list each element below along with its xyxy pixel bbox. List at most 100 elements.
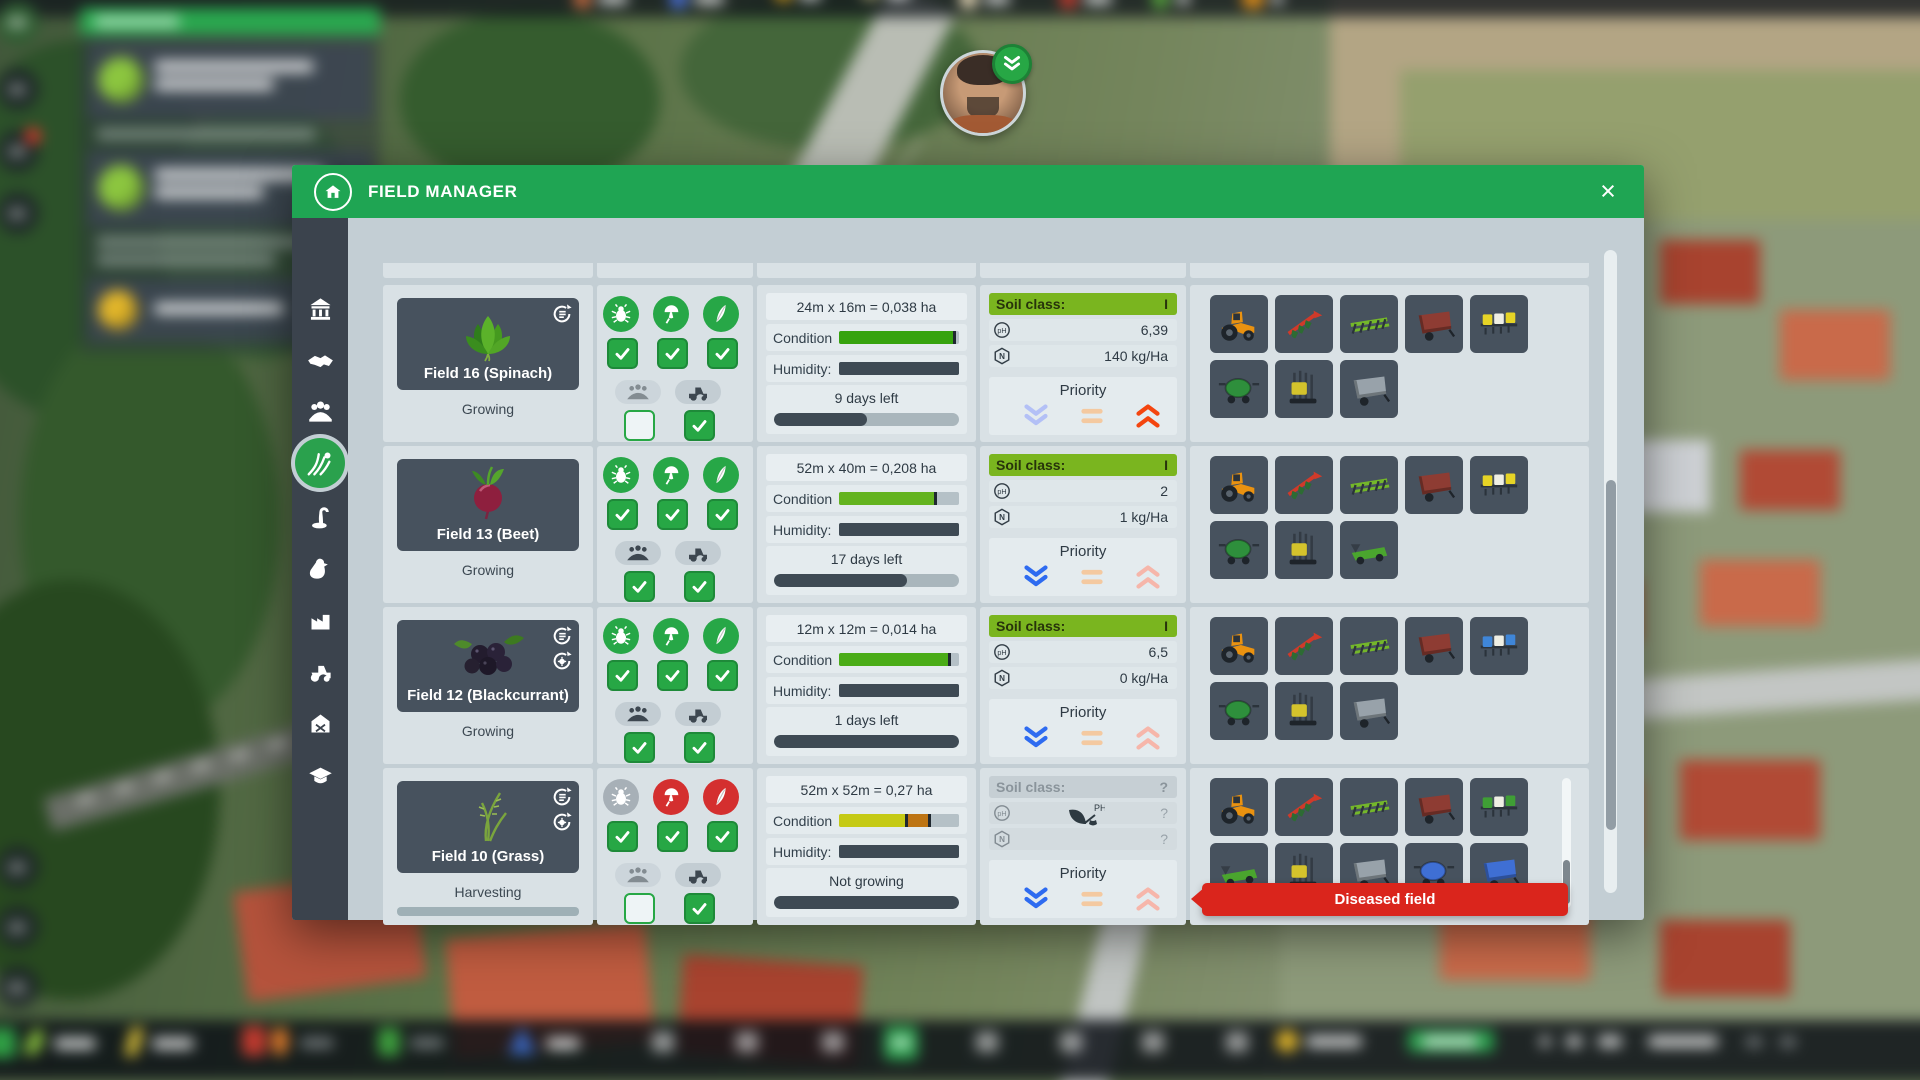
sidebar-item-animals[interactable] [292,546,348,590]
pest-checkbox[interactable] [607,660,638,691]
toolbar-button-active[interactable] [884,1026,918,1060]
sidebar-item-contracts[interactable] [292,339,348,383]
sidebar-item-plants[interactable] [292,494,348,538]
scrollbar-thumb[interactable] [1605,480,1616,830]
priority-high-button[interactable] [1133,725,1163,751]
dialog-scrollbar[interactable] [1604,250,1617,893]
machines-checkbox[interactable] [684,571,715,602]
field-card[interactable]: Field 10 (Grass) Harvesting [383,768,593,925]
machines-checkbox[interactable] [684,893,715,924]
sidebar-item-bank[interactable] [292,286,348,330]
toolbar-button[interactable] [1060,1032,1082,1052]
fungus-checkbox[interactable] [657,338,688,369]
hud-button[interactable] [0,68,39,110]
machine-tile-trailer[interactable] [1405,617,1463,675]
sidebar-item-fields-active[interactable] [295,438,345,488]
machine-tile-forklift[interactable] [1275,682,1333,740]
machines-checkbox[interactable] [684,732,715,763]
hud-button[interactable] [0,906,39,948]
weed-checkbox[interactable] [707,338,738,369]
sidebar-item-farm[interactable] [292,701,348,745]
priority-low-button[interactable] [1021,886,1051,912]
machine-tile-tractor[interactable] [1210,778,1268,836]
sidebar-item-production[interactable] [292,598,348,642]
sidebar-item-training[interactable] [292,753,348,797]
machine-tile-trailer[interactable] [1405,295,1463,353]
weed-checkbox[interactable] [707,821,738,852]
hud-button[interactable] [0,966,39,1008]
machine-grid-scrollbar[interactable] [1562,778,1571,908]
toolbar-button[interactable] [822,1032,844,1052]
player-avatar[interactable] [940,50,1026,136]
machine-tile-plow[interactable] [1275,617,1333,675]
priority-low-button[interactable] [1021,725,1051,751]
avatar-level-badge[interactable] [992,44,1032,84]
priority-high-button[interactable] [1133,886,1163,912]
machine-tile-forklift[interactable] [1275,360,1333,418]
field-card[interactable]: Field 13 (Beet) Growing [383,446,593,603]
machine-tile-sprayer[interactable] [1210,682,1268,740]
machine-tile-trailer[interactable] [1340,682,1398,740]
field-thumbnail[interactable]: Field 13 (Beet) [397,459,579,551]
pest-checkbox[interactable] [607,499,638,530]
sidebar-item-vehicles[interactable] [292,649,348,693]
hud-button[interactable] [0,2,39,44]
notification-card[interactable] [88,43,372,119]
machine-tile-plow[interactable] [1275,778,1333,836]
fungus-checkbox[interactable] [657,821,688,852]
weed-checkbox[interactable] [707,499,738,530]
priority-normal-button[interactable] [1077,886,1107,912]
machine-tile-trailer[interactable] [1405,456,1463,514]
workers-checkbox[interactable] [624,893,655,924]
machine-tile-sprayer[interactable] [1210,360,1268,418]
machine-tile-plow[interactable] [1275,456,1333,514]
hud-button[interactable] [0,192,39,234]
priority-normal-button[interactable] [1077,725,1107,751]
toolbar-button[interactable] [976,1032,998,1052]
field-thumbnail[interactable]: Field 12 (Blackcurrant) [397,620,579,712]
pest-checkbox[interactable] [607,338,638,369]
machine-tile-seeder[interactable] [1470,456,1528,514]
machine-tile-mower[interactable] [1340,521,1398,579]
priority-high-button[interactable] [1133,403,1163,429]
machine-tile-plow[interactable] [1275,295,1333,353]
workers-checkbox[interactable] [624,410,655,441]
machine-tile-cult[interactable] [1340,617,1398,675]
field-card[interactable]: Field 12 (Blackcurrant) Growing [383,607,593,764]
toolbar-button[interactable] [736,1032,758,1052]
toolbar-button[interactable] [652,1032,674,1052]
priority-low-button[interactable] [1021,403,1051,429]
weed-checkbox[interactable] [707,660,738,691]
field-card[interactable]: Field 16 (Spinach) Growing [383,285,593,442]
machine-tile-cult[interactable] [1340,456,1398,514]
pest-checkbox[interactable] [607,821,638,852]
workers-checkbox[interactable] [624,732,655,763]
machine-tile-trailer[interactable] [1340,360,1398,418]
close-icon[interactable]: × [1600,176,1616,206]
field-thumbnail[interactable]: Field 16 (Spinach) [397,298,579,390]
priority-low-button[interactable] [1021,564,1051,590]
fungus-checkbox[interactable] [657,660,688,691]
fungus-checkbox[interactable] [657,499,688,530]
machine-tile-tractor[interactable] [1210,456,1268,514]
machine-tile-seeder[interactable] [1470,617,1528,675]
sidebar-item-staff[interactable] [292,389,348,433]
machine-tile-seeder[interactable] [1470,295,1528,353]
machine-tile-cult[interactable] [1340,778,1398,836]
priority-normal-button[interactable] [1077,564,1107,590]
machine-tile-forklift[interactable] [1275,521,1333,579]
toolbar-button[interactable] [1226,1032,1248,1052]
priority-normal-button[interactable] [1077,403,1107,429]
workers-checkbox[interactable] [624,571,655,602]
machines-checkbox[interactable] [684,410,715,441]
field-thumbnail[interactable]: Field 10 (Grass) [397,781,579,873]
machine-tile-trailer[interactable] [1405,778,1463,836]
machine-tile-tractor[interactable] [1210,295,1268,353]
machine-tile-tractor[interactable] [1210,617,1268,675]
machine-tile-cult[interactable] [1340,295,1398,353]
hud-button[interactable] [0,128,41,172]
priority-high-button[interactable] [1133,564,1163,590]
machine-tile-sprayer[interactable] [1210,521,1268,579]
toolbar-button[interactable] [1142,1032,1164,1052]
machine-tile-seeder[interactable] [1470,778,1528,836]
